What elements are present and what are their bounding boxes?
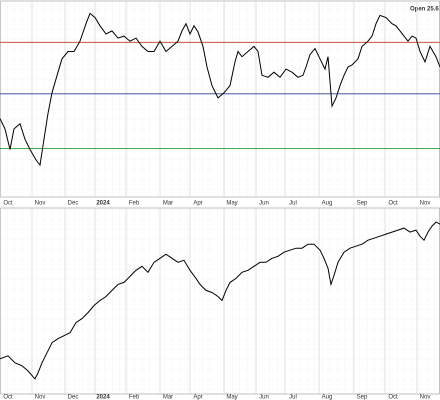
- x-tick-label: 2024: [96, 201, 110, 207]
- x-tick-label: Feb: [129, 201, 140, 207]
- x-tick-label: Oct: [388, 395, 398, 400]
- x-tick-label: Nov: [35, 201, 46, 207]
- series-line: [0, 221, 440, 380]
- x-tick-label: Sep: [357, 395, 368, 400]
- x-tick-label: Nov: [420, 395, 431, 400]
- x-tick-label: Nov: [420, 201, 431, 207]
- x-tick-label: Jun: [259, 201, 269, 207]
- series-line: [0, 12, 440, 167]
- annotation: Open 25.6: [410, 7, 439, 13]
- x-tick-label: Mar: [163, 395, 173, 400]
- x-tick-label: Jun: [259, 395, 269, 400]
- x-tick-label: Jul: [289, 395, 297, 400]
- x-tick-label: Oct: [3, 201, 13, 207]
- x-tick-label: Feb: [129, 395, 140, 400]
- x-tick-label: Aug: [322, 201, 333, 207]
- x-tick-label: Apr: [193, 201, 202, 207]
- x-tick-label: Oct: [388, 201, 398, 207]
- x-tick-label: Dec: [68, 395, 79, 400]
- x-tick-label: Dec: [68, 201, 79, 207]
- x-tick-label: May: [226, 201, 237, 207]
- x-tick-label: Mar: [163, 201, 173, 207]
- minor-grid: [0, 208, 440, 394]
- x-tick-label: Sep: [357, 201, 368, 207]
- x-tick-label: Nov: [35, 395, 46, 400]
- x-tick-label: Aug: [322, 395, 333, 400]
- minor-grid: [0, 0, 440, 197]
- x-tick-label: May: [226, 395, 237, 400]
- x-tick-label: Apr: [193, 395, 202, 400]
- x-tick-label: Jul: [289, 201, 297, 207]
- x-tick-label: 2024: [96, 395, 110, 400]
- x-tick-label: Oct: [3, 395, 13, 400]
